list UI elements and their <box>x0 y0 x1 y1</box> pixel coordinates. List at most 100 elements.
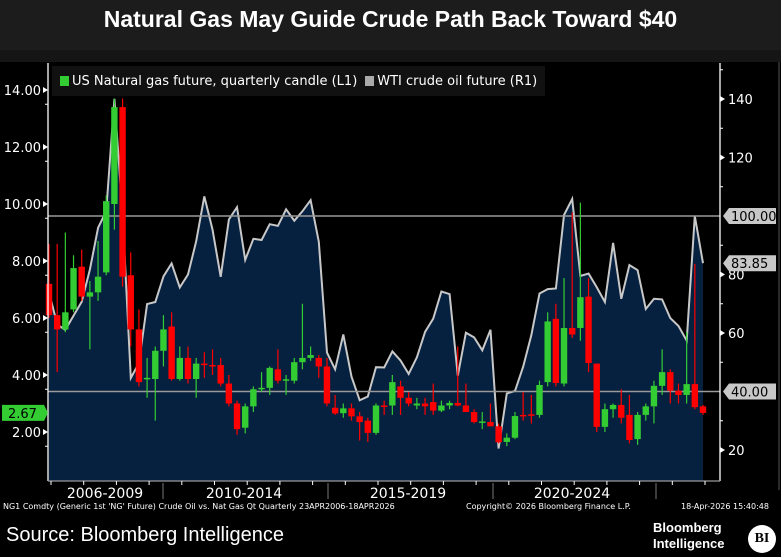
candle-body <box>699 406 707 413</box>
candle-body <box>152 350 159 379</box>
candle-body <box>552 318 560 383</box>
candle-body <box>691 384 699 408</box>
x-period-label: 2020-2024 <box>534 486 610 500</box>
candle-body <box>274 369 282 381</box>
right-tick <box>720 447 725 453</box>
legend: US Natural gas future, quarterly candle … <box>52 66 546 96</box>
candle-body <box>94 276 102 293</box>
candle-body <box>593 363 600 427</box>
candle-body <box>560 327 568 384</box>
footer-copyright: Copyright© 2026 Bloomberg Finance L.P. <box>466 502 631 511</box>
candle-body <box>528 414 535 416</box>
candle-body <box>658 372 666 386</box>
right-tick-label: 140 <box>728 93 753 108</box>
value-box <box>723 383 776 400</box>
left-tick-label: 10.00 <box>4 198 41 213</box>
candle-body <box>307 355 314 358</box>
left-tick-label: 8.00 <box>12 255 41 270</box>
right-tick-label: 60 <box>728 327 745 342</box>
right-tick-label: 120 <box>728 152 753 167</box>
candle-body <box>201 363 208 366</box>
candle-body <box>421 403 429 407</box>
value-box <box>723 208 776 224</box>
legend-item-wti: WTI crude oil future (R1) <box>365 74 537 89</box>
brand-line2: Intelligence <box>653 536 725 551</box>
candle-body <box>340 408 347 414</box>
candle-body <box>618 404 625 418</box>
candle-body <box>487 422 494 427</box>
left-tick <box>43 87 48 93</box>
legend-swatch-gas <box>60 75 69 86</box>
candle-body <box>315 357 322 367</box>
left-tick <box>43 372 48 378</box>
left-tick <box>43 144 48 150</box>
candle-body <box>569 327 576 335</box>
candle-body <box>143 377 151 380</box>
candle-body <box>626 414 633 440</box>
value-box-label: 40.00 <box>731 386 768 401</box>
value-box-label: 100.00 <box>731 210 777 225</box>
right-tick-label: 80 <box>728 269 745 284</box>
candle-body <box>511 416 519 438</box>
candle-body <box>176 357 183 379</box>
candle-body <box>397 386 404 398</box>
left-tick <box>43 201 48 207</box>
candle-body <box>634 414 641 440</box>
candle-body <box>356 416 363 423</box>
candle-body <box>675 390 682 395</box>
bi-logo: BI <box>748 525 776 553</box>
footer-description: NG1 Comdty (Generic 1st 'NG' Future) Cru… <box>3 502 395 511</box>
candle-body <box>86 292 94 297</box>
chart: 14.00 12.00 10.00 8.00 6.00 4.00 2.00 140 120 80 6… <box>2 63 777 500</box>
candle-body <box>454 402 461 406</box>
candle-body <box>135 329 143 383</box>
right-tick <box>720 96 725 102</box>
legend-item-gas: US Natural gas future, quarterly candle … <box>60 74 357 89</box>
candle-body <box>291 362 298 381</box>
brand-name: Bloomberg Intelligence <box>653 520 725 552</box>
x-period-label: 2010-2014 <box>206 486 282 500</box>
candle-body <box>209 365 216 367</box>
candle-body <box>503 437 510 442</box>
x-period-label: 2006-2009 <box>67 486 143 500</box>
candle-body <box>62 312 69 330</box>
left-tick <box>43 315 48 321</box>
chart-title: Natural Gas May Guide Crude Path Back To… <box>103 6 678 32</box>
candle-body <box>479 421 486 423</box>
candle-body <box>103 201 110 273</box>
candle-body <box>585 296 592 364</box>
candle-body <box>519 414 527 417</box>
right-tick <box>720 154 725 161</box>
left-tick-label: 14.00 <box>4 84 41 99</box>
candle-body <box>78 266 85 297</box>
x-period-label: 2015-2019 <box>370 486 446 500</box>
left-tick-label: 4.00 <box>12 369 41 384</box>
candle-body <box>536 384 543 415</box>
candle-body <box>601 409 609 427</box>
candle-body <box>544 321 551 383</box>
candle-body <box>127 275 134 330</box>
value-box <box>723 255 776 272</box>
title-bar: Natural Gas May Guide Crude Path Back To… <box>0 0 781 50</box>
last-value-label: 2.67 <box>8 407 37 422</box>
candle-body <box>70 268 77 310</box>
footer-timestamp: 18-Apr-2026 15:40:48 <box>681 502 769 511</box>
candle-body <box>299 357 306 363</box>
candle-body <box>495 426 502 443</box>
candle-body <box>405 397 412 404</box>
legend-label-gas: US Natural gas future, quarterly candle … <box>72 73 358 89</box>
candle-body <box>323 366 331 404</box>
left-tick <box>43 429 48 435</box>
candle-body <box>282 379 290 381</box>
candle-body <box>184 357 192 379</box>
right-tick-label: 20 <box>728 444 745 459</box>
candle-body <box>683 384 690 395</box>
candle-body <box>192 363 200 379</box>
candle-body <box>380 405 388 407</box>
candle-body <box>168 326 175 379</box>
left-tick-label: 6.00 <box>12 312 41 327</box>
candle-body <box>462 405 470 413</box>
candle-body <box>650 385 658 407</box>
candle-body <box>160 329 167 351</box>
candle-body <box>250 389 257 407</box>
